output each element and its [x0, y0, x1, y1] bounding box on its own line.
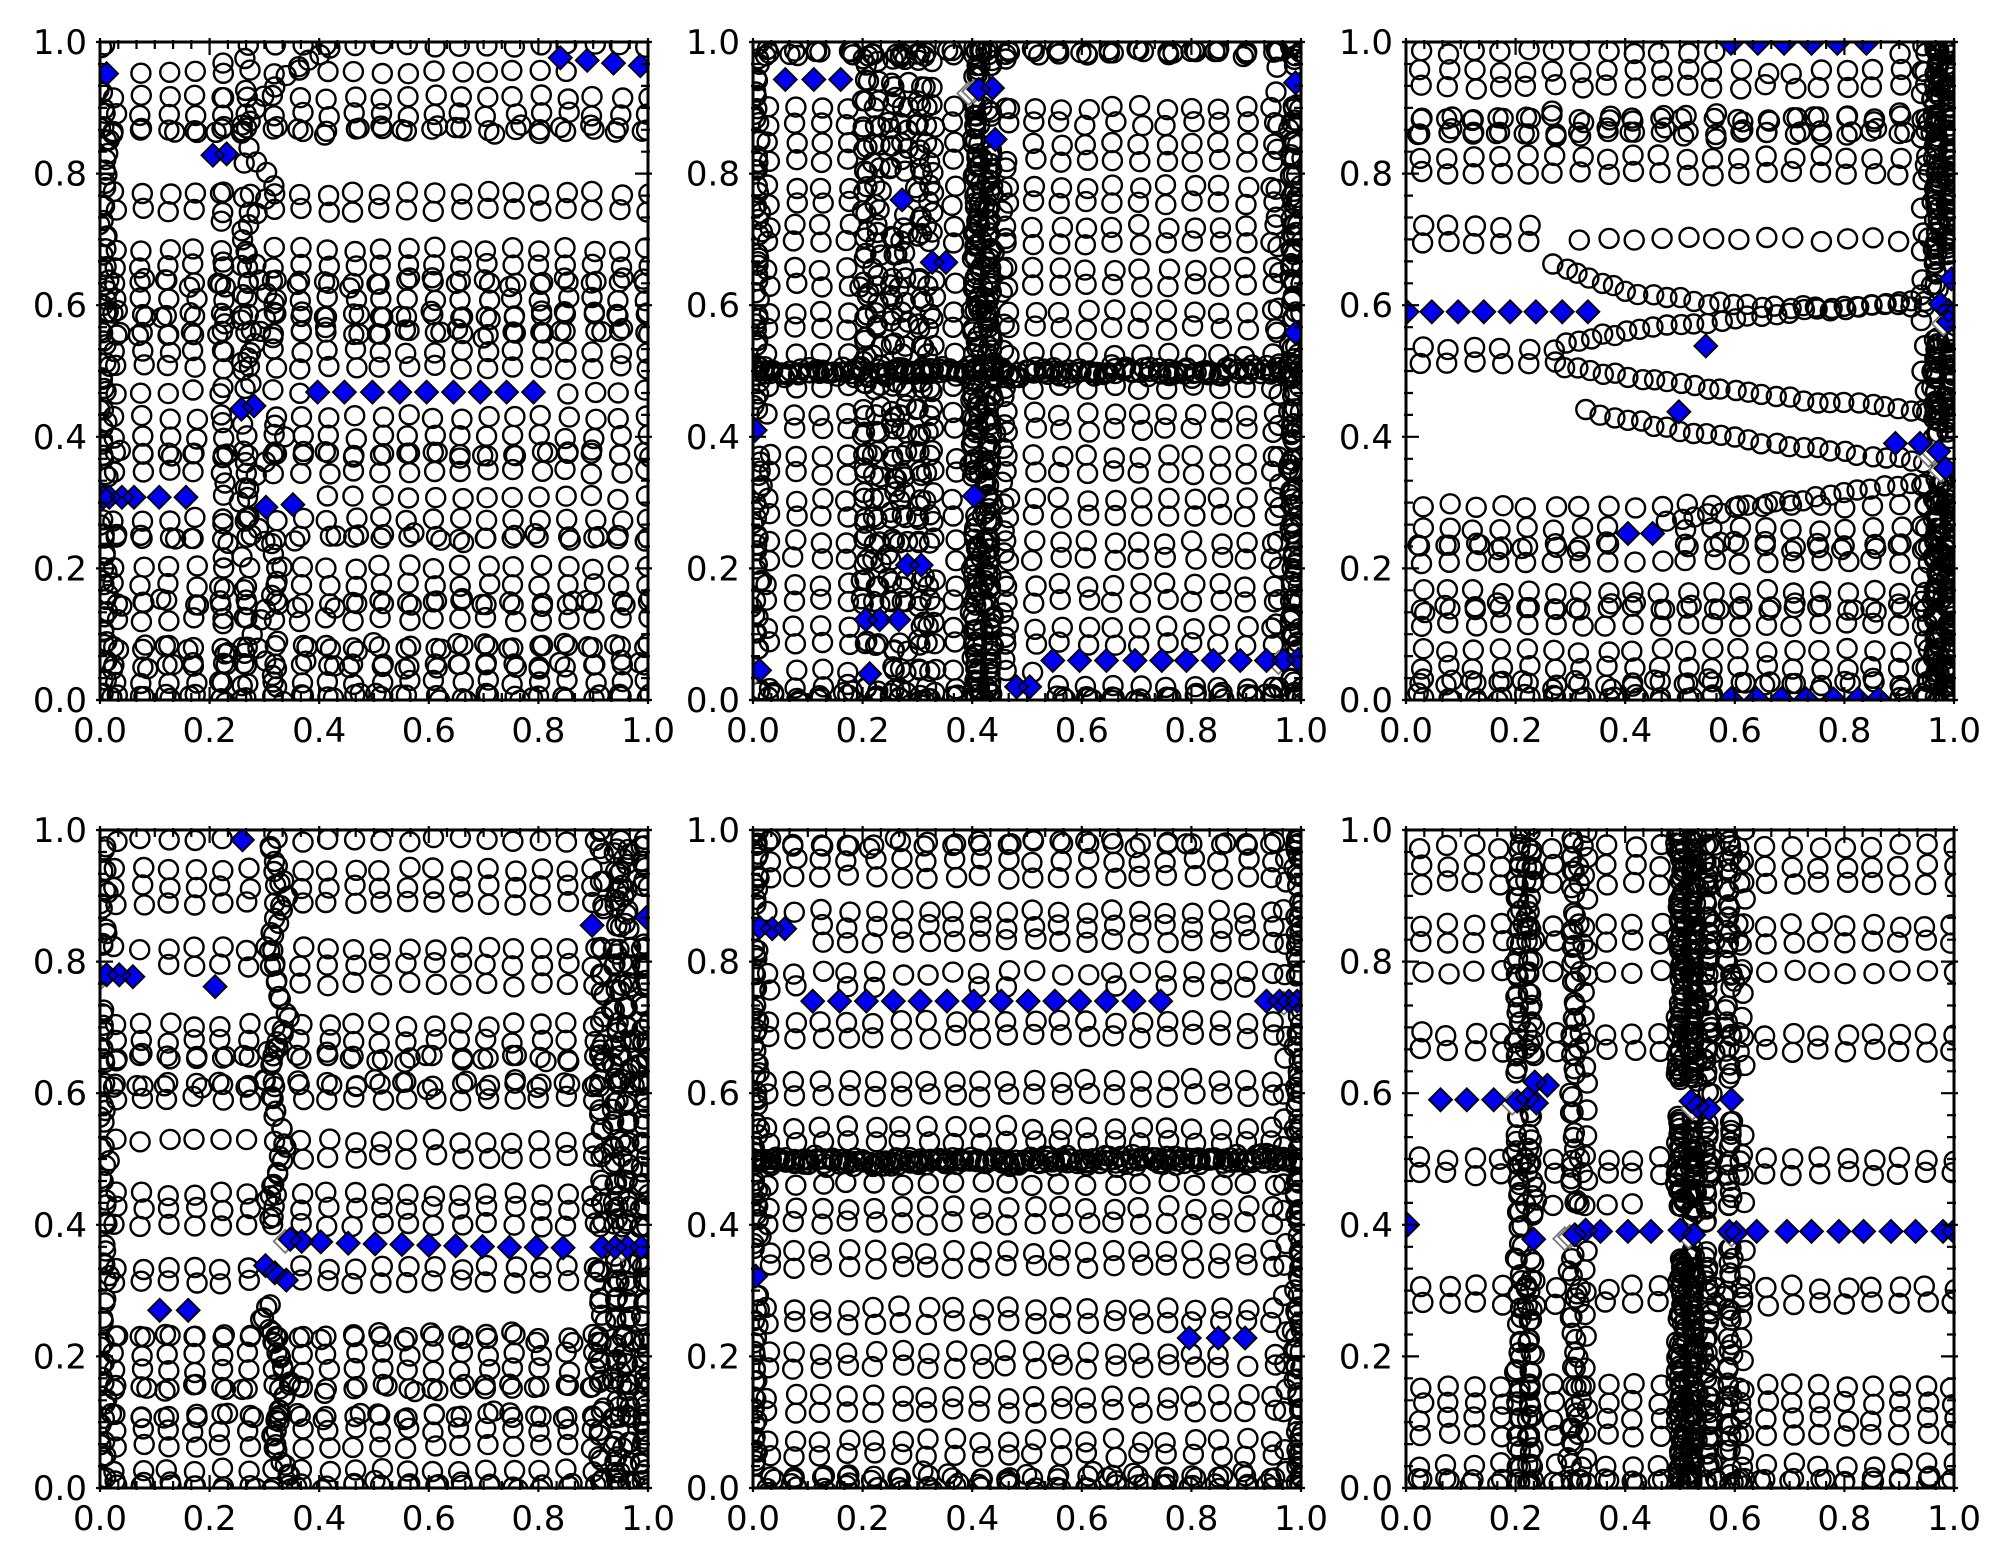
- x-tick-label: 0.4: [945, 1499, 999, 1539]
- x-tick-label: 1.0: [1274, 711, 1328, 751]
- y-tick-label: 0.2: [33, 1337, 87, 1377]
- x-tick-label: 0.4: [1598, 711, 1652, 751]
- y-tick-label: 0.8: [686, 155, 740, 195]
- x-tick-label: 0.8: [1817, 1499, 1871, 1539]
- scatter-circles-series: [1408, 31, 1965, 712]
- x-tick-label: 0.4: [292, 711, 346, 751]
- x-tick-label: 1.0: [1274, 1499, 1328, 1539]
- y-tick-label: 0.6: [1339, 286, 1393, 326]
- y-tick-label: 0.8: [686, 943, 740, 983]
- x-tick-label: 0.8: [511, 711, 565, 751]
- marker-layer: [1396, 815, 1965, 1498]
- x-tick-label: 0.8: [1164, 1499, 1218, 1539]
- x-tick-label: 0.8: [1817, 711, 1871, 751]
- x-tick-label: 0.2: [1489, 711, 1543, 751]
- x-tick-label: 0.6: [1055, 711, 1109, 751]
- x-tick-label: 1.0: [621, 1499, 675, 1539]
- x-tick-label: 0.8: [511, 1499, 565, 1539]
- x-tick-label: 1.0: [1927, 711, 1981, 751]
- scatter-circles-series: [1409, 815, 1965, 1498]
- subplot-top-middle: 0.0 0.2 0.4 0.6 0.8 1.00.00.20.40.60.81.0: [686, 23, 1328, 751]
- y-tick-label: 0.4: [686, 418, 740, 458]
- y-tick-label: 0.4: [686, 1206, 740, 1246]
- y-tick-label: 1.0: [33, 811, 87, 851]
- y-tick-label: 0.4: [33, 1206, 87, 1246]
- y-tick-label: 0.0: [1339, 1469, 1393, 1509]
- y-tick-label: 0.8: [1339, 155, 1393, 195]
- subplot-bottom-middle: 0.0 0.2 0.4 0.6 0.8 1.00.00.20.40.60.81.0: [686, 811, 1328, 1539]
- x-tick-label: 0.6: [1708, 1499, 1762, 1539]
- x-tick-label: 0.2: [183, 711, 237, 751]
- y-tick-label: 0.6: [1339, 1074, 1393, 1114]
- y-tick-label: 1.0: [1339, 23, 1393, 63]
- subplot-top-right: 0.0 0.2 0.4 0.6 0.8 1.00.00.20.40.60.81.0: [1339, 23, 1981, 751]
- x-tick-label: 0.4: [292, 1499, 346, 1539]
- y-tick-label: 0.0: [686, 1469, 740, 1509]
- x-tick-label: 0.6: [402, 1499, 456, 1539]
- x-tick-label: 0.4: [1598, 1499, 1652, 1539]
- y-tick-label: 0.6: [33, 1074, 87, 1114]
- y-tick-label: 0.0: [686, 681, 740, 721]
- y-tick-label: 1.0: [686, 811, 740, 851]
- y-tick-label: 1.0: [1339, 811, 1393, 851]
- y-tick-label: 0.6: [33, 286, 87, 326]
- y-tick-label: 0.2: [1339, 549, 1393, 589]
- y-tick-label: 0.0: [1339, 681, 1393, 721]
- marker-layer: [742, 35, 1315, 712]
- y-tick-label: 0.2: [1339, 1337, 1393, 1377]
- scatter-circles-series: [90, 820, 661, 1500]
- y-tick-label: 0.8: [33, 943, 87, 983]
- x-tick-label: 0.6: [402, 711, 456, 751]
- axis-ticks: [96, 826, 652, 1492]
- marker-layer: [743, 822, 1315, 1502]
- x-tick-label: 1.0: [621, 711, 675, 751]
- y-tick-label: 1.0: [686, 23, 740, 63]
- subplot-top-left: 0.0 0.2 0.4 0.6 0.8 1.00.00.20.40.60.81.0: [33, 23, 675, 751]
- marker-layer: [1396, 31, 1965, 712]
- subplot-bottom-left: 0.0 0.2 0.4 0.6 0.8 1.00.00.20.40.60.81.0: [33, 811, 675, 1539]
- marker-layer: [82, 34, 660, 712]
- y-tick-label: 0.8: [1339, 943, 1393, 983]
- y-tick-label: 0.0: [33, 1469, 87, 1509]
- x-tick-label: 0.4: [945, 711, 999, 751]
- scatter-circles-series: [89, 34, 660, 712]
- marker-layer: [85, 820, 661, 1500]
- y-tick-label: 0.6: [686, 1074, 740, 1114]
- x-tick-label: 1.0: [1927, 1499, 1981, 1539]
- x-tick-label: 0.2: [836, 711, 890, 751]
- y-tick-label: 0.8: [33, 155, 87, 195]
- subplot-bottom-right: 0.0 0.2 0.4 0.6 0.8 1.00.00.20.40.60.81.0: [1339, 811, 1981, 1539]
- x-tick-label: 0.2: [1489, 1499, 1543, 1539]
- x-tick-label: 0.6: [1708, 711, 1762, 751]
- scatter-circles-series: [742, 35, 1315, 712]
- y-tick-label: 0.2: [686, 1337, 740, 1377]
- y-tick-label: 0.4: [33, 418, 87, 458]
- y-tick-label: 1.0: [33, 23, 87, 63]
- y-tick-label: 0.2: [33, 549, 87, 589]
- y-tick-label: 0.2: [686, 549, 740, 589]
- x-tick-label: 0.8: [1164, 711, 1218, 751]
- x-tick-label: 0.2: [836, 1499, 890, 1539]
- y-tick-label: 0.4: [1339, 418, 1393, 458]
- y-tick-label: 0.4: [1339, 1206, 1393, 1246]
- x-tick-label: 0.6: [1055, 1499, 1109, 1539]
- y-tick-label: 0.0: [33, 681, 87, 721]
- x-tick-label: 0.2: [183, 1499, 237, 1539]
- scatter-circles-series: [743, 822, 1315, 1502]
- y-tick-label: 0.6: [686, 286, 740, 326]
